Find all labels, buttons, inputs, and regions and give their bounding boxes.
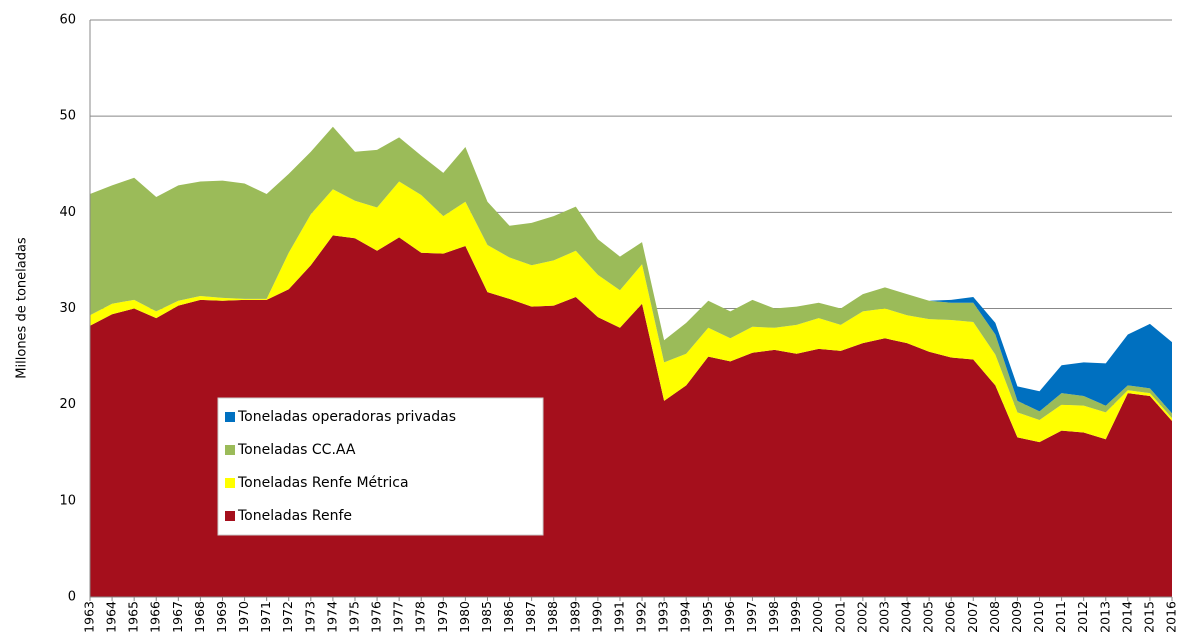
- x-tick-label: 2005: [921, 601, 936, 633]
- y-tick-label: 50: [59, 109, 76, 124]
- x-tick-label: 2014: [1119, 601, 1134, 633]
- x-tick-label: 2009: [1009, 601, 1024, 633]
- x-tick-label: 1990: [589, 601, 604, 633]
- x-tick-label: 2013: [1097, 601, 1112, 633]
- x-tick-label: 1977: [391, 601, 406, 633]
- area: [90, 181, 1172, 443]
- area: [90, 126, 1172, 414]
- legend-swatch: [225, 511, 235, 521]
- x-tick-label: 1965: [126, 601, 141, 633]
- x-tick-label: 1969: [214, 601, 229, 633]
- x-tick-label: 1968: [192, 601, 207, 633]
- x-tick-label: 1967: [170, 601, 185, 633]
- x-tick-label: 1976: [369, 601, 384, 633]
- x-tick-label: 1999: [788, 601, 803, 633]
- x-tick-label: 1979: [435, 601, 450, 633]
- x-tick-label: 2006: [943, 601, 958, 633]
- y-axis-label: Millones de toneladas: [15, 237, 30, 379]
- y-tick-label: 10: [59, 493, 76, 508]
- x-tick-label: 1987: [523, 601, 538, 633]
- x-tick-label: 1994: [678, 601, 693, 633]
- x-tick-label: 2001: [832, 601, 847, 633]
- x-tick-label: 1986: [501, 601, 516, 633]
- x-tick-label: 1980: [457, 601, 472, 633]
- x-tick-label: 1991: [611, 601, 626, 633]
- x-tick-label: 1993: [656, 601, 671, 633]
- x-tick-label: 2010: [1031, 601, 1046, 633]
- x-tick-label: 2008: [987, 601, 1002, 633]
- legend-label: Toneladas CC.AA: [237, 442, 356, 458]
- x-tick-label: 1963: [82, 601, 97, 633]
- x-tick-label: 1975: [346, 601, 361, 633]
- x-tick-label: 1978: [413, 601, 428, 633]
- x-tick-label: 1995: [700, 601, 715, 633]
- legend-label: Toneladas Renfe: [237, 508, 352, 524]
- legend-swatch: [225, 445, 235, 455]
- x-tick-label: 2004: [899, 601, 914, 633]
- x-tick-label: 1996: [722, 601, 737, 633]
- x-tick-label: 2007: [965, 601, 980, 633]
- y-tick-label: 30: [59, 301, 76, 316]
- x-tick-label: 1989: [567, 601, 582, 633]
- legend-swatch: [225, 412, 235, 422]
- legend-box: [217, 397, 544, 536]
- x-tick-label: 1964: [104, 601, 119, 633]
- x-tick-label: 1992: [634, 601, 649, 633]
- x-tick-label: 2012: [1075, 601, 1090, 633]
- x-tick-label: 1971: [258, 601, 273, 633]
- x-tick-label: 1997: [744, 601, 759, 633]
- x-tick-label: 1972: [280, 601, 295, 633]
- x-tick-label: 2003: [876, 601, 891, 633]
- x-tick-label: 2002: [854, 601, 869, 633]
- legend-swatch: [225, 478, 235, 488]
- x-tick-label: 1988: [545, 601, 560, 633]
- legend-label: Toneladas Renfe Métrica: [237, 475, 409, 491]
- x-tick-label: 1970: [236, 601, 251, 633]
- x-tick-label: 2015: [1141, 601, 1156, 633]
- x-tick-label: 1973: [302, 601, 317, 633]
- y-tick-label: 40: [59, 205, 76, 220]
- x-tick-label: 1974: [324, 601, 339, 633]
- x-tick-label: 1985: [479, 601, 494, 633]
- y-tick-label: 0: [68, 590, 76, 605]
- x-tick-label: 2000: [810, 601, 825, 633]
- y-tick-label: 60: [59, 13, 76, 28]
- legend-label: Toneladas operadoras privadas: [237, 409, 456, 425]
- area: [90, 126, 1172, 421]
- x-tick-label: 2011: [1053, 601, 1068, 633]
- x-tick-label: 1966: [148, 601, 163, 633]
- x-tick-label: 2016: [1164, 601, 1179, 633]
- y-tick-label: 20: [59, 397, 76, 412]
- x-tick-label: 1998: [766, 601, 781, 633]
